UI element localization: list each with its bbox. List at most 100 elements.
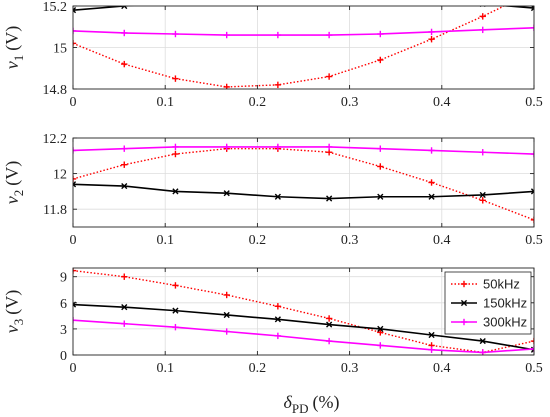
y-axis-label-v1: v1 (V) — [2, 26, 26, 70]
data-point-300khz — [325, 143, 333, 151]
x-tick-label: 0.2 — [249, 233, 267, 248]
data-point-150khz — [223, 190, 230, 197]
series-line-300khz — [73, 146, 534, 155]
data-point-300khz — [325, 337, 333, 345]
data-point-50khz — [325, 149, 333, 156]
data-point-300khz — [223, 31, 230, 39]
data-point-300khz — [172, 30, 179, 38]
series-group — [73, 268, 534, 355]
data-point-50khz — [377, 329, 384, 336]
data-point-50khz — [325, 315, 333, 322]
data-point-300khz — [121, 320, 128, 327]
data-point-300khz — [479, 349, 486, 355]
data-point-50khz — [428, 179, 435, 186]
x-tick-label: 0.4 — [433, 233, 451, 248]
data-point-300khz — [428, 147, 435, 154]
x-tick-label: 0 — [70, 95, 77, 110]
legend-marker — [460, 299, 468, 307]
x-tick-label: 0.3 — [341, 95, 359, 110]
data-point-50khz — [530, 216, 534, 224]
legend-item-300khz: 300kHz — [451, 315, 527, 330]
y-axis-label-symbol: v — [2, 196, 22, 204]
legend-item-150khz: 150kHz — [451, 296, 527, 311]
data-point-150khz — [73, 181, 77, 188]
data-point-300khz — [325, 31, 333, 39]
x-tick-label: 0.1 — [156, 233, 174, 248]
series-group — [73, 143, 534, 224]
y-axis-label-v2: v2 (V) — [2, 161, 26, 205]
data-point-300khz — [172, 323, 179, 331]
data-point-300khz — [172, 143, 179, 151]
data-point-150khz — [327, 0, 332, 2]
data-point-50khz — [223, 291, 230, 299]
data-point-50khz — [530, 337, 534, 345]
data-point-150khz — [121, 304, 128, 311]
data-point-300khz — [73, 27, 77, 35]
data-point-150khz — [173, 0, 178, 4]
data-point-50khz — [172, 282, 179, 289]
series-line-300khz — [73, 26, 534, 36]
series-line-50khz — [73, 147, 534, 221]
data-point-150khz — [428, 193, 435, 200]
data-point-300khz — [223, 143, 230, 151]
data-point-50khz — [172, 75, 179, 82]
y-axis-label-symbol: v — [2, 325, 22, 333]
data-point-50khz — [274, 303, 282, 310]
data-point-300khz — [73, 317, 77, 324]
x-tick-label: 0.1 — [156, 95, 174, 110]
x-tick-label: 0.3 — [341, 361, 359, 376]
series-line-150khz — [73, 183, 534, 200]
data-point-300khz — [428, 28, 435, 36]
x-tick-label: 0.2 — [249, 95, 267, 110]
y-axis-label-subscript: 2 — [11, 190, 26, 197]
y-tick-label: 6 — [60, 297, 67, 312]
data-point-150khz — [429, 0, 434, 4]
y-axis-label-subscript: 1 — [11, 55, 26, 62]
data-point-300khz — [274, 143, 282, 151]
data-point-300khz — [274, 31, 282, 39]
y-tick-label: 15.2 — [43, 0, 68, 15]
data-point-300khz — [73, 147, 77, 154]
data-point-50khz — [223, 83, 230, 89]
x-tick-label: 0.5 — [525, 233, 543, 248]
data-point-300khz — [530, 345, 534, 353]
data-point-150khz — [274, 193, 281, 200]
series-line-50khz — [73, 269, 534, 354]
y-axis-label-v3: v3 (V) — [2, 290, 26, 334]
legend: 50kHz 150kHz 300kHz — [444, 271, 532, 335]
panel-v2: 0 0.1 0.2 0.3 0.4 0.5 11.8 12 12.2 v2 (V) — [2, 132, 543, 248]
y-axis-label-unit: (V) — [2, 26, 23, 51]
data-point-50khz — [274, 81, 282, 89]
y-axis-label-unit: (V) — [2, 290, 23, 315]
data-point-50khz — [121, 273, 128, 280]
data-point-150khz — [223, 311, 230, 319]
data-point-50khz — [428, 36, 435, 43]
data-point-50khz — [172, 150, 179, 158]
x-tick-label: 0.4 — [433, 95, 451, 110]
data-point-150khz — [479, 191, 486, 199]
data-point-150khz — [224, 0, 229, 4]
axes-frame — [72, 267, 535, 356]
x-tick-label: 0.5 — [525, 361, 543, 376]
y-axis-label-subscript: 3 — [11, 319, 26, 326]
x-tick-label: 0.5 — [525, 95, 543, 110]
data-point-50khz — [121, 161, 128, 168]
data-point-50khz — [73, 40, 77, 47]
data-point-50khz — [121, 60, 128, 68]
data-point-150khz — [428, 331, 435, 339]
data-point-150khz — [377, 325, 384, 332]
data-point-300khz — [530, 24, 534, 31]
data-point-300khz — [377, 30, 384, 38]
legend-item-50khz: 50kHz — [451, 277, 520, 292]
data-point-150khz — [275, 0, 280, 2]
series-line-300khz — [73, 319, 534, 354]
x-tick-label: 0 — [70, 361, 77, 376]
x-axis-label-subscript: PD — [292, 401, 309, 416]
data-point-300khz — [223, 328, 230, 335]
y-tick-label: 11.8 — [43, 203, 67, 218]
series-line-150khz — [73, 303, 534, 351]
y-tick-label: 3 — [60, 323, 67, 338]
y-tick-label: 12.2 — [43, 132, 68, 147]
data-point-150khz — [121, 182, 128, 190]
